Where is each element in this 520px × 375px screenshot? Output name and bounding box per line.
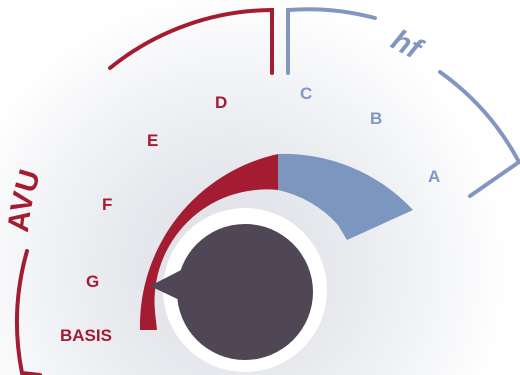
level-e: E bbox=[147, 131, 158, 150]
level-g: G bbox=[86, 272, 99, 291]
level-basis: BASIS bbox=[60, 326, 112, 345]
level-b: B bbox=[370, 109, 382, 128]
level-f: F bbox=[102, 195, 112, 214]
hf-sector bbox=[278, 153, 413, 240]
level-labels-avu: BASIS G F E D bbox=[60, 93, 227, 345]
level-labels-hf: C B A bbox=[300, 84, 440, 186]
level-c: C bbox=[300, 84, 312, 103]
level-d: D bbox=[215, 93, 227, 112]
knob-circle bbox=[177, 224, 313, 360]
level-a: A bbox=[428, 167, 440, 186]
dial-knob bbox=[150, 224, 313, 360]
avu-sector bbox=[139, 154, 278, 330]
